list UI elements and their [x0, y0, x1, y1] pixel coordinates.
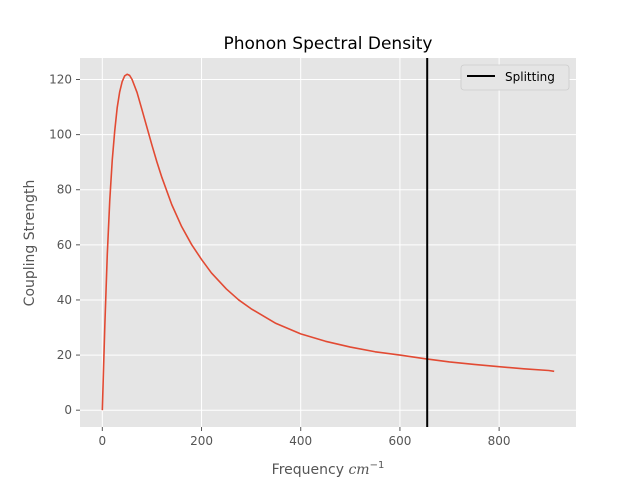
series-layer — [101, 58, 555, 427]
series-line — [101, 73, 555, 411]
tick-layer: 0 200 400 600 800 0 20 40 60 80 100 120 — [49, 72, 510, 448]
chart-title: Phonon Spectral Density — [224, 34, 433, 54]
y-tick-label: 60 — [57, 238, 72, 252]
x-tick-label: 0 — [98, 434, 106, 448]
grid-layer — [80, 58, 576, 427]
x-tick-label: 200 — [190, 434, 213, 448]
x-tick-label: 600 — [388, 434, 411, 448]
x-axis-label: Frequency cm−1 — [272, 460, 385, 478]
y-tick-label: 20 — [57, 348, 72, 362]
x-axis-label-unit: cm — [348, 462, 369, 478]
x-axis-label-text: Frequency — [272, 462, 349, 478]
legend: Splitting — [460, 64, 570, 91]
y-tick-label: 0 — [64, 403, 72, 417]
plot-background — [80, 58, 576, 427]
y-tick-label: 100 — [49, 128, 72, 142]
y-axis-label: Coupling Strength — [22, 180, 38, 307]
legend-label-splitting: Splitting — [505, 70, 555, 84]
y-tick-label: 120 — [49, 72, 72, 86]
x-tick-label: 400 — [289, 434, 312, 448]
legend-box — [460, 64, 570, 91]
x-axis-label-exponent: −1 — [370, 460, 385, 471]
y-tick-label: 80 — [57, 183, 72, 197]
y-tick-label: 40 — [57, 293, 72, 307]
x-tick-label: 800 — [488, 434, 511, 448]
